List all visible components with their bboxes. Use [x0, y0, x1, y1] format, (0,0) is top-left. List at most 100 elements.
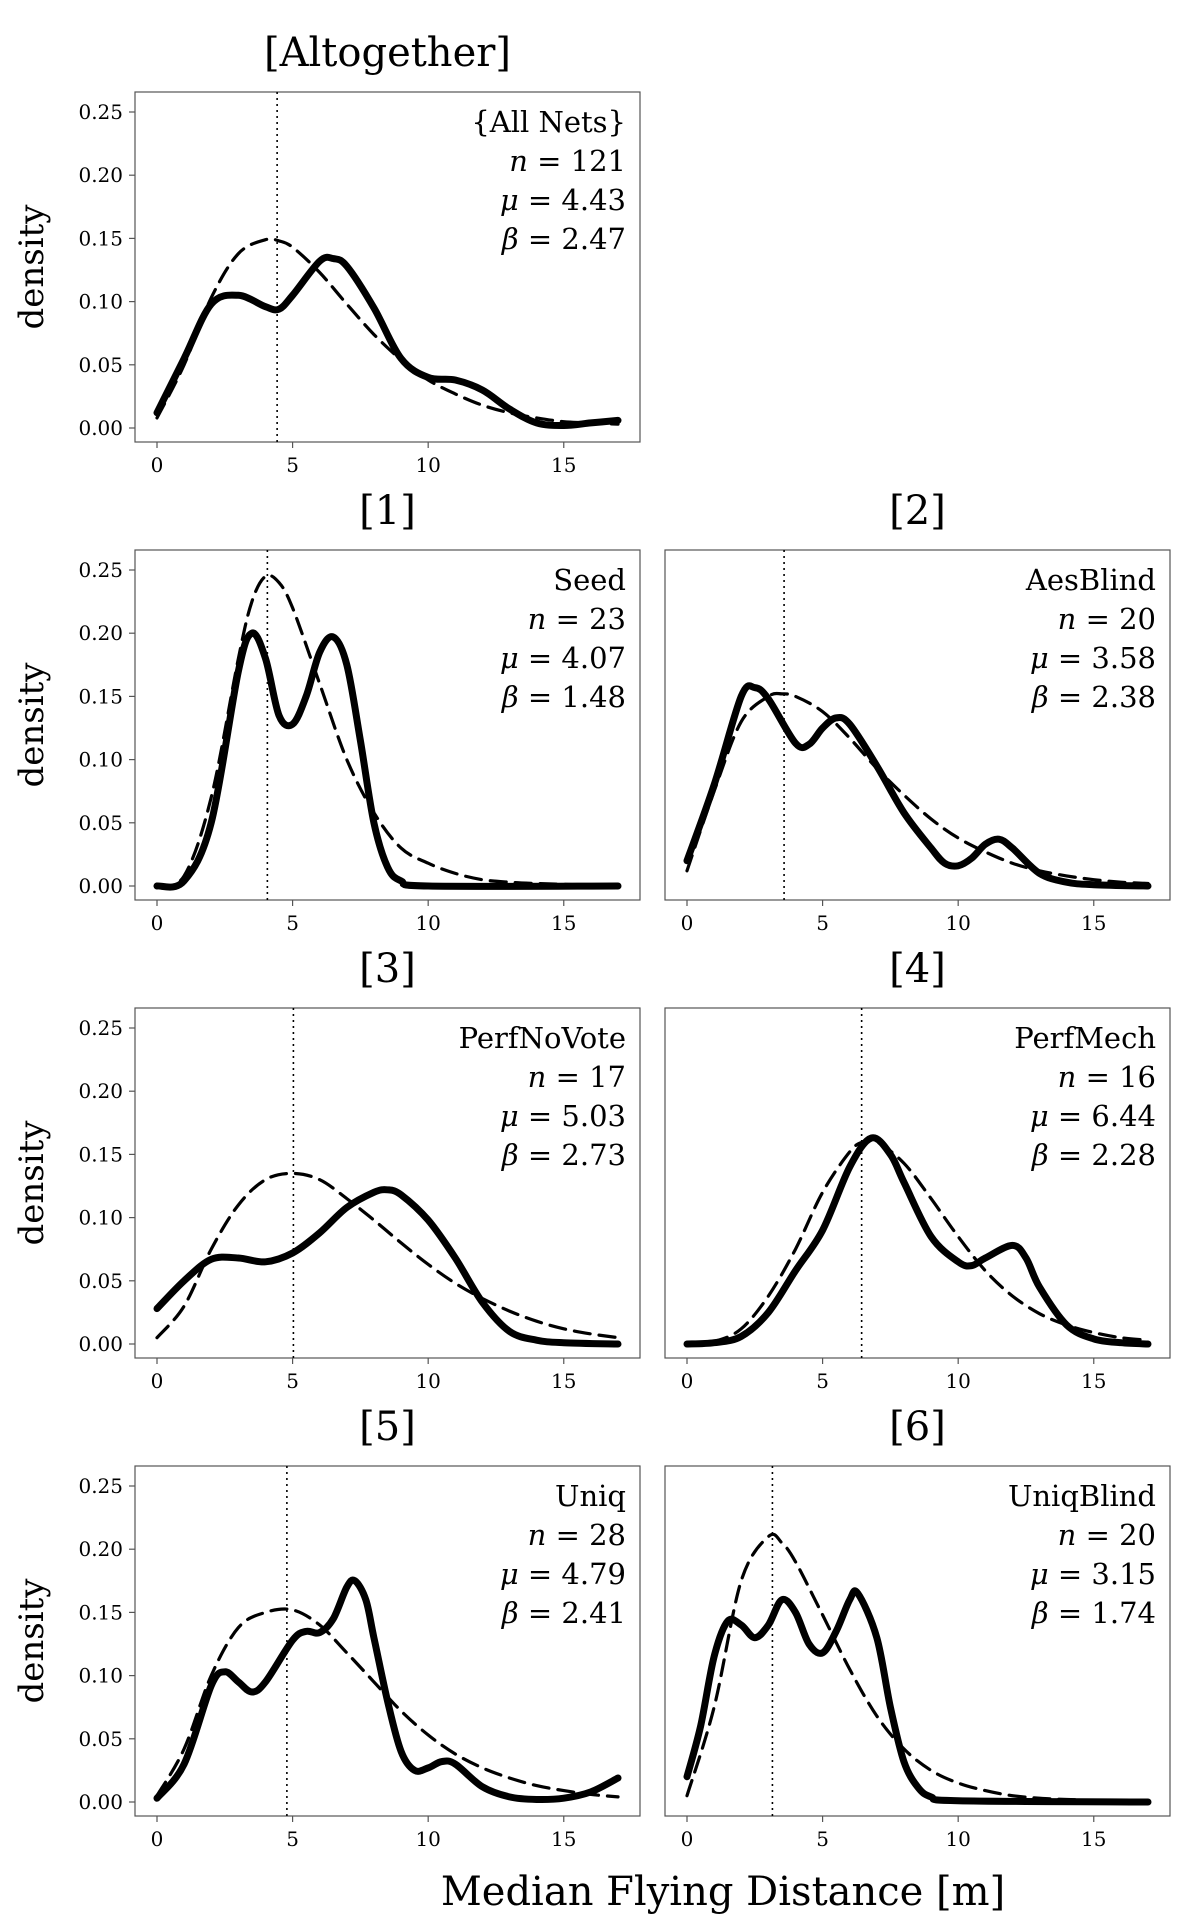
x-tick-label: 5 [286, 911, 299, 935]
y-tick-label: 0.15 [78, 1142, 123, 1166]
annotation-mu: μ = 3.58 [1030, 641, 1156, 675]
panel-title: [1] [359, 488, 416, 534]
x-tick-label: 0 [681, 911, 694, 935]
annotation-name: PerfNoVote [459, 1021, 626, 1055]
annotation-n: n = 23 [528, 602, 626, 636]
x-tick-label: 0 [681, 1827, 694, 1851]
x-tick-label: 0 [681, 1369, 694, 1393]
x-tick-label: 15 [1081, 1827, 1106, 1851]
y-tick-label: 0.25 [78, 1474, 123, 1498]
panel-title: [Altogether] [264, 30, 511, 76]
x-tick-label: 5 [816, 1369, 829, 1393]
x-tick-label: 15 [1081, 1369, 1106, 1393]
x-tick-label: 10 [415, 1369, 440, 1393]
annotation-beta: β = 2.41 [501, 1596, 626, 1630]
panel-title: [4] [889, 946, 946, 992]
panel-3: [3] 0 5 10 15 0.00 0.05 0.10 0.15 0.20 0.25 density… [12, 946, 641, 1393]
y-tick-label: 0.00 [78, 1790, 123, 1814]
annotation-mu: μ = 5.03 [500, 1099, 626, 1133]
annotation-beta: β = 2.28 [1031, 1138, 1156, 1172]
density-curve [153, 1576, 622, 1804]
annotation-mu: μ = 3.15 [1030, 1557, 1156, 1591]
fit-curve [155, 237, 620, 426]
y-tick-label: 0.20 [78, 621, 123, 645]
annotation-mu: μ = 4.43 [500, 183, 626, 217]
x-tick-label: 5 [816, 911, 829, 935]
annotation-beta: β = 2.73 [501, 1138, 626, 1172]
density-curve [683, 1134, 1152, 1348]
x-tick-label: 10 [415, 1827, 440, 1851]
y-tick-label: 0.20 [78, 1079, 123, 1103]
y-tick-label: 0.10 [78, 1206, 123, 1230]
y-tick-label: 0.25 [78, 1016, 123, 1040]
x-tick-label: 0 [151, 1827, 164, 1851]
y-tick-label: 0.20 [78, 1537, 123, 1561]
y-tick-label: 0.20 [78, 163, 123, 187]
annotation-n: n = 16 [1058, 1060, 1156, 1094]
annotation-n: n = 20 [1058, 1518, 1156, 1552]
y-tick-label: 0.15 [78, 684, 123, 708]
annotation-mu: μ = 4.07 [500, 641, 626, 675]
panel-1: [1] 0 5 10 15 0.00 0.05 0.10 0.15 0.20 0.25 density… [12, 488, 641, 935]
annotation-name: PerfMech [1014, 1021, 1156, 1055]
x-tick-label: 5 [286, 453, 299, 477]
y-tick-label: 0.00 [78, 416, 123, 440]
x-tick-label: 5 [286, 1827, 299, 1851]
density-curve [683, 1587, 1152, 1806]
x-tick-label: 10 [945, 1369, 970, 1393]
y-tick-label: 0.05 [78, 1727, 123, 1751]
y-tick-label: 0.05 [78, 1269, 123, 1293]
fit-curve [155, 1171, 620, 1340]
panel-0: [Altogether] 0 5 10 15 0.00 0.05 0.10 0.15 0.20 0.… [12, 30, 641, 477]
x-tick-label: 10 [415, 911, 440, 935]
panel-frame [664, 1007, 1171, 1359]
panel-frame [134, 91, 641, 443]
panel-5: [5] 0 5 10 15 0.00 0.05 0.10 0.15 0.20 0.25 density… [12, 1404, 641, 1851]
x-tick-label: 0 [151, 1369, 164, 1393]
panel-frame [664, 549, 1171, 901]
panel-2: [2] 0 5 10 15 AesBlind n = 20 μ = 3.58 β = 2.38 [664, 488, 1171, 935]
x-tick-label: 0 [151, 453, 164, 477]
panel-title: [5] [359, 1404, 416, 1450]
y-tick-label: 0.00 [78, 874, 123, 898]
density-curve [153, 253, 622, 430]
y-tick-label: 0.05 [78, 811, 123, 835]
panel-frame [134, 549, 641, 901]
y-tick-label: 0.25 [78, 558, 123, 582]
annotation-name: UniqBlind [1008, 1479, 1156, 1513]
annotation-mu: μ = 4.79 [500, 1557, 626, 1591]
x-tick-label: 15 [551, 911, 576, 935]
panel-6: [6] 0 5 10 15 UniqBlind n = 20 μ = 3.15 β = 1.74 [664, 1404, 1171, 1851]
y-tick-label: 0.10 [78, 748, 123, 772]
x-tick-label: 15 [551, 1369, 576, 1393]
panel-4: [4] 0 5 10 15 PerfMech n = 16 μ = 6.44 β = 2.28 [664, 946, 1171, 1393]
y-tick-label: 0.00 [78, 1332, 123, 1356]
annotation-n: n = 20 [1058, 602, 1156, 636]
density-curve [153, 629, 622, 891]
y-tick-label: 0.10 [78, 1664, 123, 1688]
annotation-beta: β = 1.48 [501, 680, 626, 714]
density-curve [683, 682, 1152, 890]
annotation-name: AesBlind [1025, 563, 1156, 597]
x-tick-label: 10 [945, 1827, 970, 1851]
annotation-n: n = 17 [528, 1060, 626, 1094]
annotation-beta: β = 2.47 [501, 222, 626, 256]
panel-title: [2] [889, 488, 946, 534]
x-tick-label: 15 [551, 453, 576, 477]
annotation-mu: μ = 6.44 [1030, 1099, 1156, 1133]
panel-title: [3] [359, 946, 416, 992]
y-axis-label: density [12, 662, 52, 788]
x-tick-label: 10 [945, 911, 970, 935]
x-tick-label: 0 [151, 911, 164, 935]
annotation-name: Seed [553, 563, 626, 597]
y-tick-label: 0.05 [78, 353, 123, 377]
panel-frame [134, 1465, 641, 1817]
y-tick-label: 0.25 [78, 100, 123, 124]
panel-frame [134, 1007, 641, 1359]
y-tick-label: 0.15 [78, 226, 123, 250]
panel-frame [664, 1465, 1171, 1817]
y-axis-label: density [12, 204, 52, 330]
x-axis-label: Median Flying Distance [m] [441, 1869, 1005, 1915]
annotation-beta: β = 1.74 [1031, 1596, 1156, 1630]
